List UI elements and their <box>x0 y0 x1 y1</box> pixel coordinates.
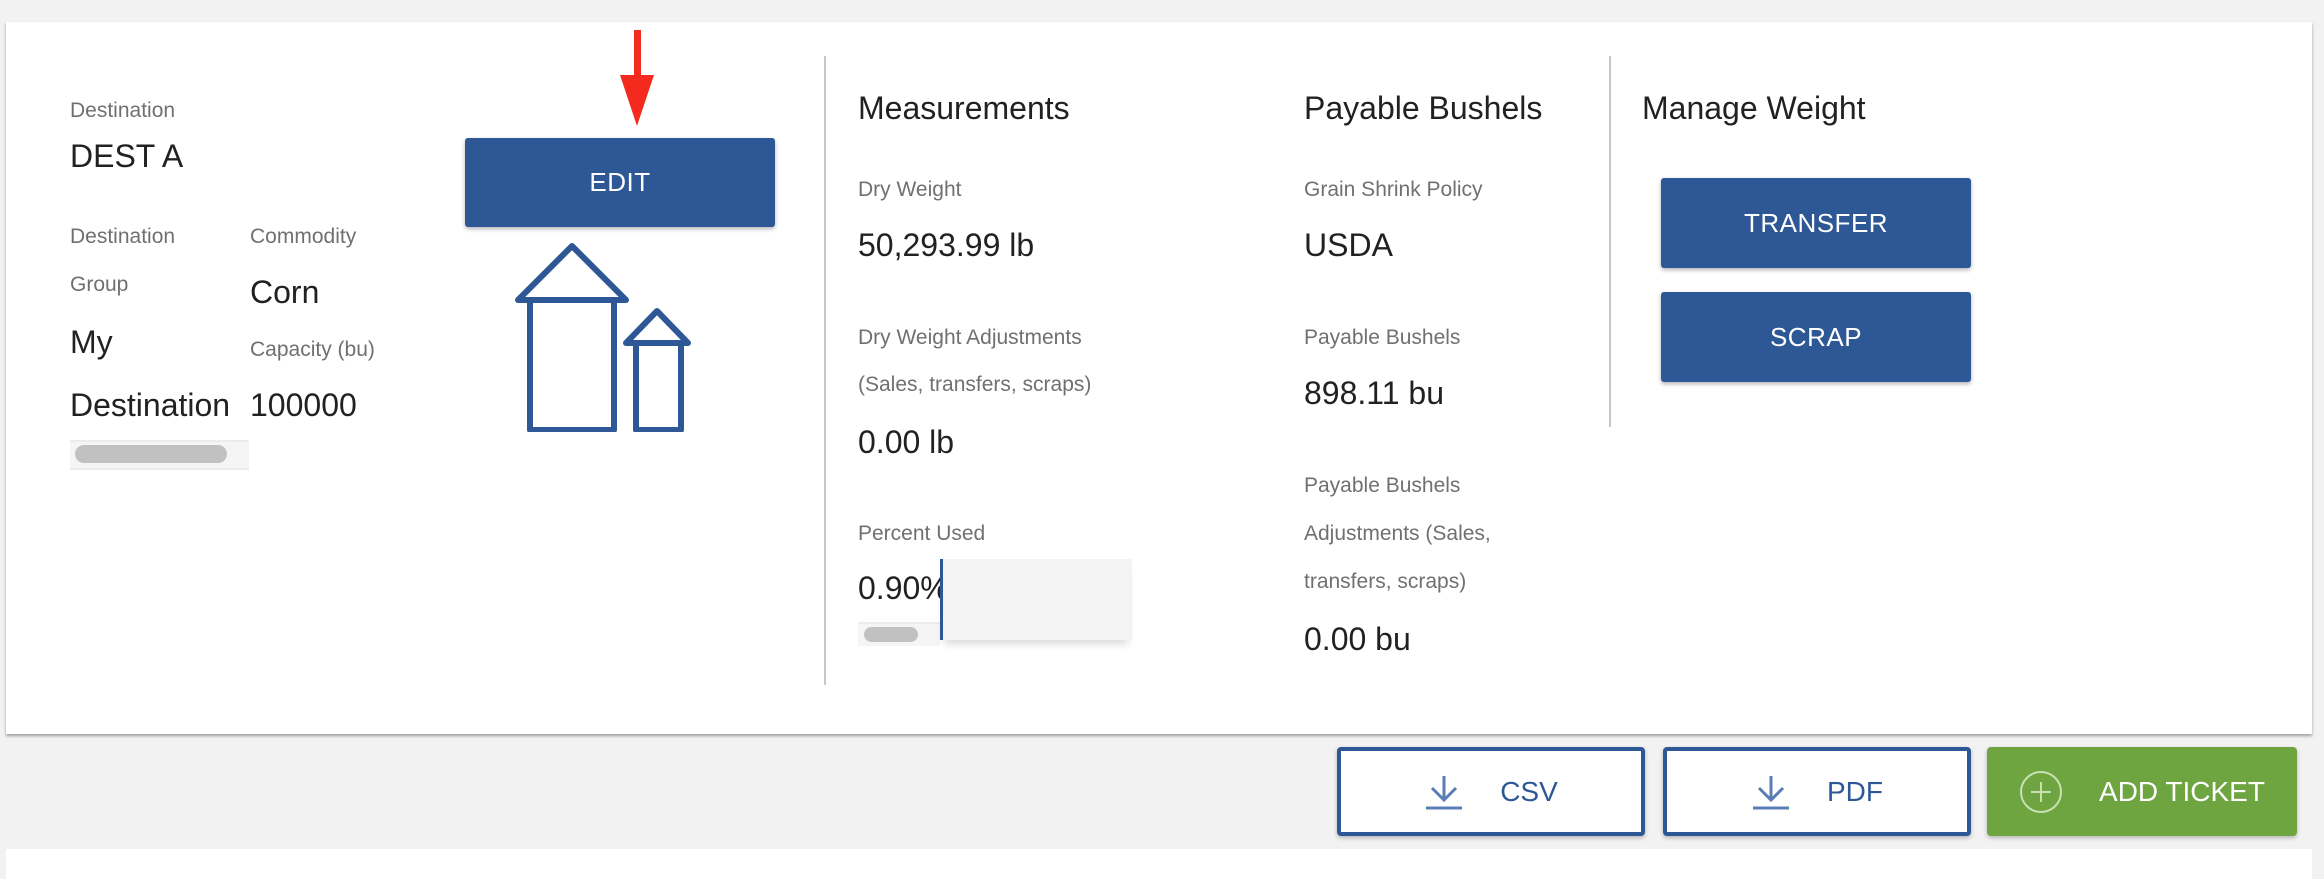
grain-shrink-policy-label: Grain Shrink Policy <box>1304 178 1483 201</box>
edit-button[interactable]: EDIT <box>465 138 775 227</box>
export-csv-button[interactable]: CSV <box>1337 747 1645 836</box>
manage-weight-title: Manage Weight <box>1642 90 1866 126</box>
destination-value: DEST A <box>70 138 184 174</box>
capacity-label: Capacity (bu) <box>250 338 375 361</box>
payable-adjustments-value: 0.00 bu <box>1304 621 1411 657</box>
annotation-arrow-icon <box>620 30 654 126</box>
export-pdf-button[interactable]: PDF <box>1663 747 1971 836</box>
percent-scrollbar[interactable] <box>858 622 940 646</box>
destination-group-label: Destination <box>70 225 176 248</box>
pdf-label: PDF <box>1827 775 1883 807</box>
commodity-label: Commodity <box>250 225 357 248</box>
tickets-panel <box>6 849 2312 879</box>
add-ticket-label: ADD TICKET <box>2099 775 2265 807</box>
payable-adjustments-label: Payable Bushels <box>1304 474 1461 497</box>
percent-used-field: 0.90% <box>858 546 940 646</box>
payable-adjustments-label-2: Adjustments (Sales, <box>1304 522 1491 545</box>
commodity-value: Corn <box>250 274 320 310</box>
destination-group-value: My <box>70 324 113 360</box>
dry-weight-adjustments-sublabel: (Sales, transfers, scraps) <box>858 373 1092 396</box>
destination-card: Destination DEST A Destination Group My … <box>6 22 2312 734</box>
capacity-value: 100000 <box>250 387 357 423</box>
measurements-title: Measurements <box>858 90 1070 126</box>
download-icon <box>1426 775 1463 809</box>
plus-circle-icon <box>2020 770 2063 813</box>
scrollbar-thumb[interactable] <box>864 627 918 642</box>
tooltip-popup <box>940 559 1132 640</box>
horizontal-scrollbar[interactable] <box>70 440 249 470</box>
dry-weight-adjustments-label: Dry Weight Adjustments <box>858 326 1082 349</box>
grain-shrink-policy-value: USDA <box>1304 227 1393 263</box>
dry-weight-value: 50,293.99 lb <box>858 227 1035 263</box>
payable-adjustments-label-3: transfers, scraps) <box>1304 570 1467 593</box>
destination-group-value-2: Destination <box>70 387 231 423</box>
dry-weight-adjustments-value: 0.00 lb <box>858 424 955 460</box>
download-icon <box>1753 775 1789 809</box>
dry-weight-label: Dry Weight <box>858 178 962 201</box>
csv-label: CSV <box>1500 775 1558 807</box>
silo-icon <box>515 243 691 432</box>
scrollbar-thumb[interactable] <box>75 445 227 463</box>
destination-label: Destination <box>70 99 176 122</box>
scrap-button[interactable]: SCRAP <box>1661 292 1971 382</box>
payable-bushels-label: Payable Bushels <box>1304 326 1461 349</box>
payable-bushels-value: 898.11 bu <box>1304 375 1444 411</box>
add-ticket-button[interactable]: ADD TICKET <box>1987 747 2297 836</box>
column-divider <box>824 56 826 685</box>
payable-bushels-title: Payable Bushels <box>1304 90 1543 126</box>
percent-used-value: 0.90% <box>858 570 940 606</box>
percent-used-label: Percent Used <box>858 522 986 545</box>
column-divider <box>1609 56 1611 427</box>
transfer-button[interactable]: TRANSFER <box>1661 178 1971 268</box>
destination-group-label-2: Group <box>70 273 129 296</box>
